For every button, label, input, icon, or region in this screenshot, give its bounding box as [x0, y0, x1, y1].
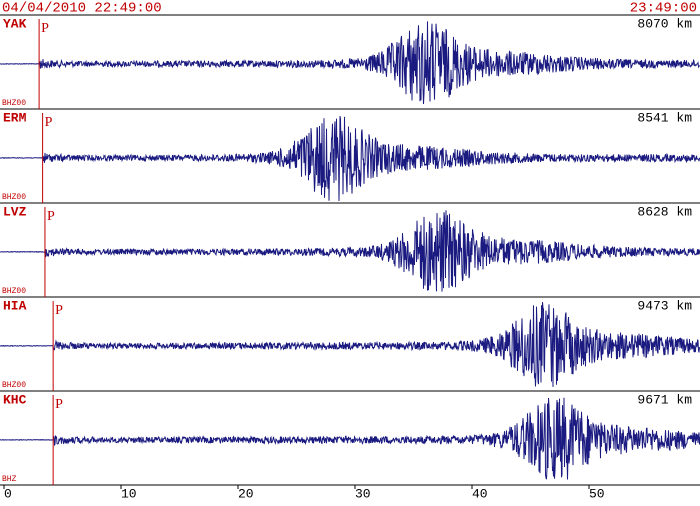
waveform	[0, 116, 700, 202]
station-label: LVZ	[3, 204, 27, 219]
x-tick-label: 10	[121, 486, 137, 501]
channel-label: BHZ	[2, 475, 17, 484]
distance-label: 8070 km	[637, 16, 692, 31]
station-label: ERM	[3, 110, 27, 125]
start-time: 04/04/2010 22:49:00	[2, 1, 162, 17]
station-label: KHC	[3, 392, 27, 407]
trace-panel: P HIA BHZ00 9473 km	[0, 298, 700, 392]
station-label: YAK	[3, 16, 27, 31]
waveform	[0, 210, 700, 292]
distance-label: 8541 km	[637, 110, 692, 125]
p-label: P	[47, 209, 55, 224]
trace-panel: P KHC BHZ 9671 km	[0, 392, 700, 486]
waveform	[0, 397, 700, 480]
end-time: 23:49:00	[630, 1, 697, 17]
channel-label: BHZ00	[2, 287, 26, 296]
station-label: HIA	[3, 298, 27, 313]
channel-label: BHZ00	[2, 193, 26, 202]
x-tick-label: 30	[355, 486, 371, 501]
x-tick-label: 20	[238, 486, 254, 501]
x-tick-label: 50	[589, 486, 605, 501]
trace-panel: P LVZ BHZ00 8628 km	[0, 204, 700, 298]
channel-label: BHZ00	[2, 99, 26, 108]
p-label: P	[45, 115, 53, 130]
x-tick-label: 40	[472, 486, 488, 501]
trace-panel: P YAK BHZ00 8070 km	[0, 16, 700, 110]
x-tick-label: 0	[4, 486, 12, 501]
p-label: P	[55, 397, 63, 412]
channel-label: BHZ00	[2, 381, 26, 390]
waveform	[0, 21, 700, 105]
waveform	[0, 302, 700, 387]
p-label: P	[55, 303, 63, 318]
distance-label: 9473 km	[637, 298, 692, 313]
p-label: P	[41, 21, 49, 36]
trace-panel: P ERM BHZ00 8541 km	[0, 110, 700, 204]
distance-label: 9671 km	[637, 392, 692, 407]
distance-label: 8628 km	[637, 204, 692, 219]
